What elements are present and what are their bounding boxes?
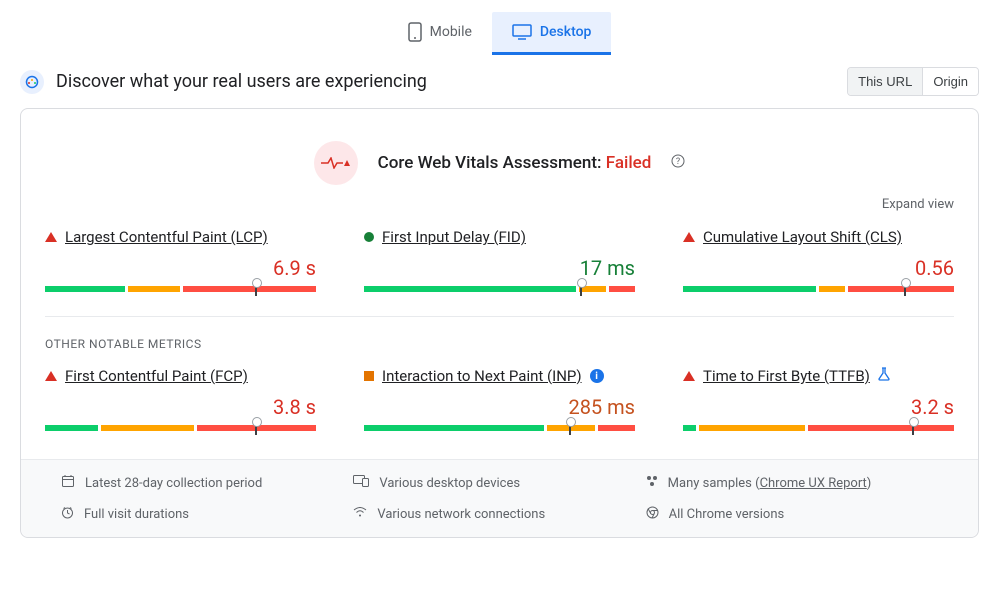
metric-bar-interaction-to-next-paint-inp — [364, 425, 635, 431]
bar-marker — [912, 421, 920, 435]
bar-good — [364, 425, 544, 431]
bar-marker — [569, 421, 577, 435]
gauge-icon — [20, 70, 44, 94]
page-title: Discover what your real users are experi… — [56, 71, 427, 92]
metric-value-first-contentful-paint-fcp: 3.8 s — [45, 395, 316, 419]
toggle-origin[interactable]: Origin — [922, 68, 978, 95]
metric-name-time-to-first-byte-ttfb[interactable]: Time to First Byte (TTFB) — [703, 367, 870, 385]
bar-marker — [255, 421, 263, 435]
footer-samples: Many samples (Chrome UX Report) — [668, 476, 872, 491]
good-indicator-icon — [364, 232, 374, 242]
section-label: OTHER NOTABLE METRICS — [45, 317, 954, 367]
flask-icon — [878, 367, 890, 385]
bar-poor — [598, 425, 635, 431]
metric-value-time-to-first-byte-ttfb: 3.2 s — [683, 395, 954, 419]
footer-network: Various network connections — [377, 507, 545, 522]
metric-name-cumulative-layout-shift-cls[interactable]: Cumulative Layout Shift (CLS) — [703, 228, 902, 246]
metric-name-largest-contentful-paint-lcp[interactable]: Largest Contentful Paint (LCP) — [65, 228, 268, 246]
header: Discover what your real users are experi… — [0, 55, 999, 108]
bar-good — [45, 286, 125, 292]
assessment-text: Core Web Vitals Assessment: Failed — [378, 153, 652, 173]
crux-link[interactable]: Chrome UX Report — [760, 476, 867, 491]
bar-good — [45, 425, 98, 431]
samples-icon — [646, 475, 658, 491]
tab-mobile[interactable]: Mobile — [388, 12, 492, 55]
metric-name-first-contentful-paint-fcp[interactable]: First Contentful Paint (FCP) — [65, 367, 248, 385]
metric-first-contentful-paint-fcp: First Contentful Paint (FCP) 3.8 s — [45, 367, 316, 431]
bar-needs-improvement — [128, 286, 181, 292]
footer-info: Latest 28-day collection period Various … — [21, 459, 978, 537]
wifi-icon — [353, 507, 367, 522]
vitals-card: Core Web Vitals Assessment: Failed ? Exp… — [20, 108, 979, 538]
bar-poor — [848, 286, 954, 292]
info-icon[interactable]: i — [590, 369, 604, 383]
metric-interaction-to-next-paint-inp: Interaction to Next Paint (INP) i 285 ms — [364, 367, 635, 431]
needs-improvement-indicator-icon — [364, 371, 374, 381]
poor-indicator-icon — [683, 232, 695, 242]
metric-first-input-delay-fid: First Input Delay (FID) 17 ms — [364, 228, 635, 292]
poor-indicator-icon — [45, 371, 57, 381]
svg-text:?: ? — [676, 157, 680, 167]
bar-poor — [183, 286, 316, 292]
bar-poor — [609, 286, 636, 292]
bar-poor — [808, 425, 954, 431]
bar-marker — [904, 282, 912, 296]
bar-marker — [255, 282, 263, 296]
help-icon[interactable]: ? — [671, 154, 685, 172]
bar-needs-improvement — [699, 425, 805, 431]
clock-icon — [61, 506, 74, 523]
calendar-icon — [61, 474, 75, 492]
bar-good — [683, 425, 696, 431]
devices-icon — [353, 475, 369, 491]
tab-desktop-label: Desktop — [540, 24, 591, 40]
footer-versions: All Chrome versions — [669, 507, 785, 522]
platform-tabs: Mobile Desktop — [0, 0, 999, 55]
metric-bar-first-input-delay-fid — [364, 286, 635, 292]
toggle-this-url[interactable]: This URL — [848, 68, 922, 95]
metric-name-interaction-to-next-paint-inp[interactable]: Interaction to Next Paint (INP) — [382, 367, 582, 385]
scope-toggle: This URL Origin — [847, 67, 979, 96]
metric-value-interaction-to-next-paint-inp: 285 ms — [364, 395, 635, 419]
footer-devices: Various desktop devices — [379, 476, 520, 491]
metric-value-first-input-delay-fid: 17 ms — [364, 256, 635, 280]
expand-view[interactable]: Expand view — [45, 189, 954, 228]
bar-good — [364, 286, 576, 292]
assessment-label: Core Web Vitals Assessment: — [378, 153, 602, 173]
metric-name-first-input-delay-fid[interactable]: First Input Delay (FID) — [382, 228, 526, 246]
core-metrics: Largest Contentful Paint (LCP) 6.9 s Fir… — [45, 228, 954, 317]
metric-value-cumulative-layout-shift-cls: 0.56 — [683, 256, 954, 280]
bar-marker — [580, 282, 588, 296]
mobile-icon — [408, 22, 422, 42]
bar-needs-improvement — [819, 286, 846, 292]
metric-bar-largest-contentful-paint-lcp — [45, 286, 316, 292]
footer-period: Latest 28-day collection period — [85, 476, 262, 491]
footer-durations: Full visit durations — [84, 507, 189, 522]
metric-bar-cumulative-layout-shift-cls — [683, 286, 954, 292]
tab-mobile-label: Mobile — [430, 24, 472, 40]
metric-largest-contentful-paint-lcp: Largest Contentful Paint (LCP) 6.9 s — [45, 228, 316, 292]
assessment-status: Failed — [606, 153, 652, 173]
metric-cumulative-layout-shift-cls: Cumulative Layout Shift (CLS) 0.56 — [683, 228, 954, 292]
other-metrics: First Contentful Paint (FCP) 3.8 s Inter… — [45, 367, 954, 459]
tab-desktop[interactable]: Desktop — [492, 12, 611, 55]
poor-indicator-icon — [45, 232, 57, 242]
metric-bar-first-contentful-paint-fcp — [45, 425, 316, 431]
desktop-icon — [512, 24, 532, 40]
bar-good — [683, 286, 816, 292]
metric-bar-time-to-first-byte-ttfb — [683, 425, 954, 431]
poor-indicator-icon — [683, 371, 695, 381]
bar-needs-improvement — [101, 425, 194, 431]
metric-value-largest-contentful-paint-lcp: 6.9 s — [45, 256, 316, 280]
metric-time-to-first-byte-ttfb: Time to First Byte (TTFB) 3.2 s — [683, 367, 954, 431]
pulse-icon — [314, 141, 358, 185]
chrome-icon — [646, 506, 659, 523]
